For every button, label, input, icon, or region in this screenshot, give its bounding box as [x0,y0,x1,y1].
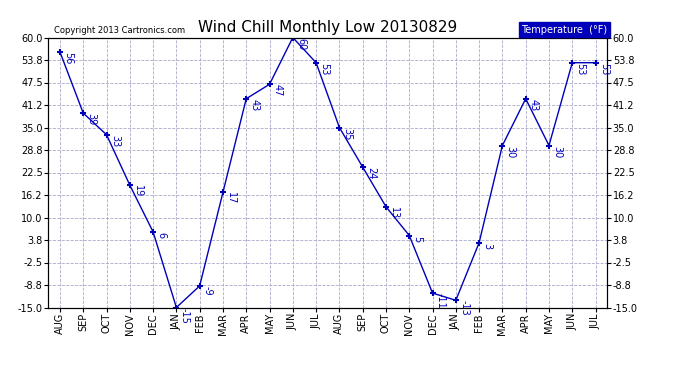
Text: 19: 19 [133,185,143,197]
Text: 24: 24 [366,167,376,180]
Text: 30: 30 [506,146,515,158]
Text: 39: 39 [86,113,97,125]
Text: 17: 17 [226,192,236,205]
Title: Wind Chill Monthly Low 20130829: Wind Chill Monthly Low 20130829 [198,20,457,35]
Text: 56: 56 [63,52,73,64]
Text: 43: 43 [529,99,539,111]
Text: 53: 53 [575,63,586,75]
Text: 3: 3 [482,243,493,249]
Text: 13: 13 [389,207,400,219]
Text: Temperature  (°F): Temperature (°F) [521,25,607,35]
Text: 5: 5 [413,236,422,242]
Text: 35: 35 [343,128,353,140]
Text: 53: 53 [599,63,609,75]
Text: 53: 53 [319,63,329,75]
Text: 30: 30 [552,146,562,158]
Text: 60: 60 [296,38,306,50]
Text: -13: -13 [459,300,469,316]
Text: -9: -9 [203,286,213,296]
Text: 43: 43 [250,99,259,111]
Text: Copyright 2013 Cartronics.com: Copyright 2013 Cartronics.com [54,26,185,35]
Text: 6: 6 [157,232,166,238]
Text: -15: -15 [179,308,190,323]
Text: 47: 47 [273,84,283,97]
Text: -11: -11 [436,293,446,309]
Text: 33: 33 [110,135,120,147]
